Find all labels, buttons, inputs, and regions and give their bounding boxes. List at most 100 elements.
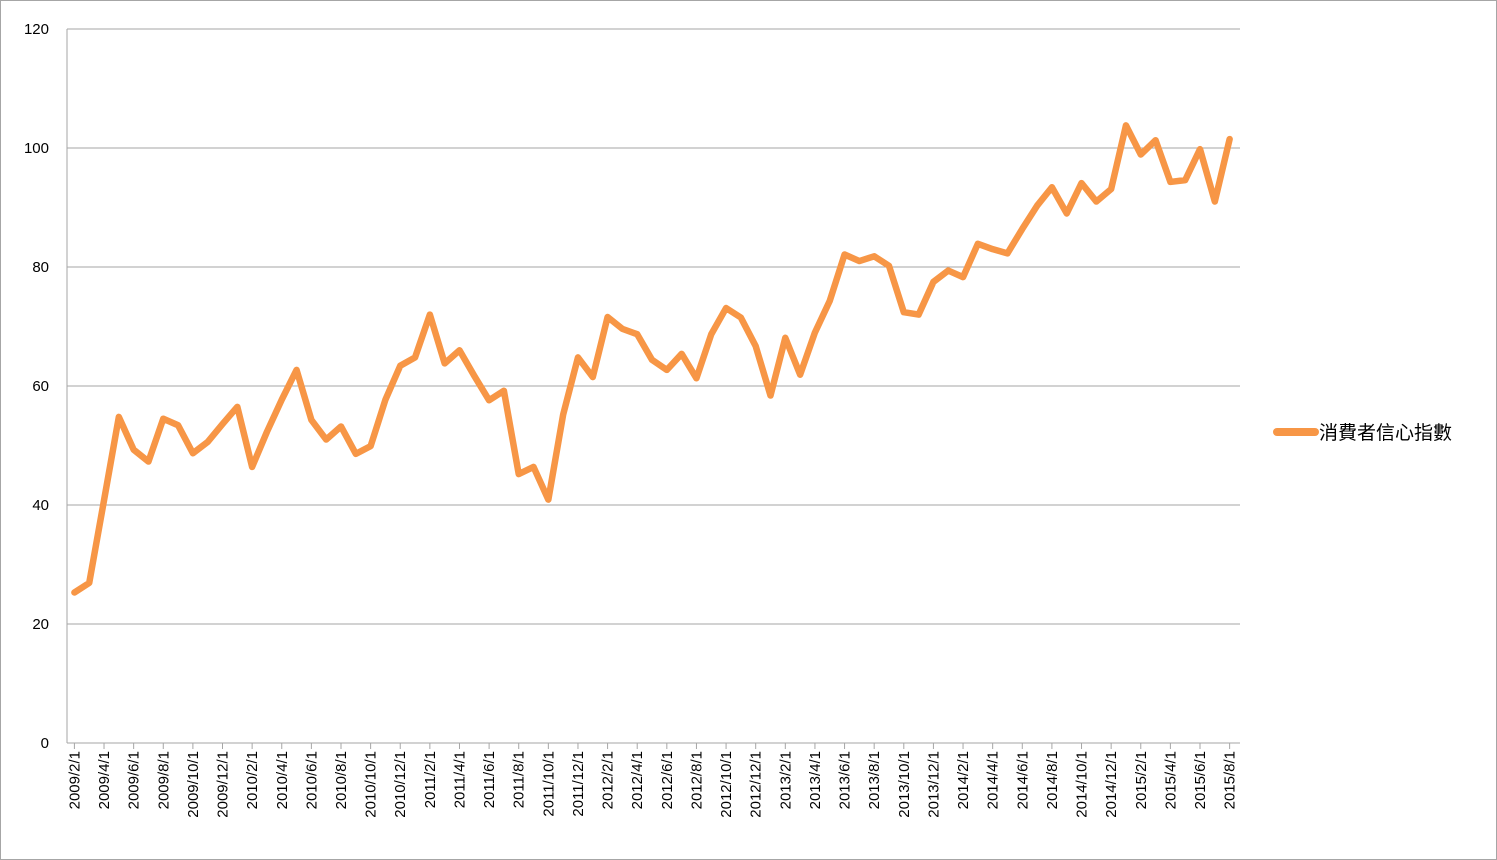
data-point <box>1154 139 1157 142</box>
data-point <box>177 424 180 427</box>
data-point <box>843 253 846 256</box>
data-point <box>488 399 491 402</box>
data-point <box>384 398 387 401</box>
data-point <box>191 452 194 455</box>
data-point <box>873 255 876 258</box>
x-tick-label: 2009/2/1 <box>66 751 83 809</box>
data-point <box>1139 153 1142 156</box>
data-point <box>754 345 757 348</box>
data-point <box>88 581 91 584</box>
data-point <box>547 498 550 501</box>
y-tick-label: 60 <box>32 378 49 395</box>
data-point <box>887 264 890 267</box>
x-tick-label: 2015/8/1 <box>1222 751 1239 809</box>
x-tick-label: 2014/8/1 <box>1044 751 1061 809</box>
x-tick-label: 2009/8/1 <box>155 751 172 809</box>
data-point <box>162 417 165 420</box>
data-point <box>695 377 698 380</box>
data-point <box>280 398 283 401</box>
x-tick-label: 2013/6/1 <box>837 751 854 809</box>
legend: 消費者信心指數 <box>1273 422 1452 444</box>
y-tick-label: 80 <box>32 259 49 276</box>
data-point <box>1213 200 1216 203</box>
y-tick-label: 0 <box>41 735 49 752</box>
data-point <box>932 280 935 283</box>
x-tick-label: 2009/6/1 <box>126 751 143 809</box>
data-point <box>621 327 624 330</box>
data-point <box>147 460 150 463</box>
x-tick-label: 2011/10/1 <box>540 751 557 817</box>
data-point <box>606 315 609 318</box>
x-tick-label: 2014/6/1 <box>1014 751 1031 809</box>
data-point <box>354 452 357 455</box>
data-point <box>710 333 713 336</box>
data-point <box>917 313 920 316</box>
data-point <box>265 430 268 433</box>
data-point <box>443 362 446 365</box>
data-point <box>828 299 831 302</box>
x-tick-label: 2013/12/1 <box>925 751 942 818</box>
data-point <box>117 415 120 418</box>
legend-label: 消費者信心指數 <box>1319 422 1452 444</box>
x-tick-label: 2009/12/1 <box>215 751 232 818</box>
data-point <box>962 276 965 279</box>
x-tick-label: 2013/8/1 <box>866 751 883 809</box>
data-point <box>369 445 372 448</box>
data-point <box>947 269 950 272</box>
x-tick-label: 2011/6/1 <box>481 751 498 808</box>
x-tick-label: 2012/2/1 <box>600 751 617 809</box>
x-tick-label: 2012/4/1 <box>629 751 646 809</box>
y-tick-label: 100 <box>24 140 49 157</box>
data-point <box>725 307 728 310</box>
data-point <box>1095 200 1098 203</box>
data-point <box>680 352 683 355</box>
data-point <box>73 591 76 594</box>
x-tick-label: 2011/12/1 <box>570 751 587 817</box>
x-tick-label: 2015/2/1 <box>1133 751 1150 809</box>
x-tick-label: 2015/4/1 <box>1162 751 1179 809</box>
x-tick-label: 2012/6/1 <box>659 751 676 809</box>
data-point <box>399 364 402 367</box>
data-point <box>576 356 579 359</box>
x-tick-label: 2012/12/1 <box>748 751 765 818</box>
x-tick-label: 2012/8/1 <box>688 751 705 809</box>
data-point <box>665 368 668 371</box>
data-point <box>591 376 594 379</box>
x-tick-label: 2014/10/1 <box>1074 751 1091 818</box>
gridlines <box>67 28 1240 625</box>
data-point <box>1065 212 1068 215</box>
y-axis-tick-labels: 0 20 40 60 80 100 120 <box>24 21 49 752</box>
x-tick-label: 2011/4/1 <box>451 751 468 808</box>
x-tick-label: 2011/2/1 <box>422 751 439 808</box>
data-point <box>1110 188 1113 191</box>
data-point <box>1199 148 1202 151</box>
data-point <box>532 465 535 468</box>
x-tick-label: 2010/4/1 <box>274 751 291 809</box>
data-point <box>1124 124 1127 127</box>
data-point <box>1036 204 1039 207</box>
data-point <box>236 405 239 408</box>
x-axis-tick-labels: 2009/2/1 2009/4/1 2009/6/1 2009/8/1 2009/10/… <box>66 743 1239 818</box>
data-point <box>1021 227 1024 230</box>
data-point <box>739 316 742 319</box>
data-point <box>103 499 106 502</box>
axes <box>66 29 1240 744</box>
data-point <box>458 349 461 352</box>
x-tick-label: 2009/10/1 <box>185 751 202 818</box>
data-point <box>251 465 254 468</box>
data-point <box>813 331 816 334</box>
data-point <box>784 336 787 339</box>
x-tick-label: 2014/4/1 <box>985 751 1002 809</box>
x-tick-label: 2010/6/1 <box>303 751 320 809</box>
y-tick-label: 40 <box>32 497 49 514</box>
data-point <box>651 358 654 361</box>
x-tick-label: 2014/2/1 <box>955 751 972 809</box>
data-point <box>428 313 431 316</box>
data-point <box>310 418 313 421</box>
y-tick-label: 120 <box>24 21 49 38</box>
data-point <box>1080 182 1083 185</box>
data-point <box>325 438 328 441</box>
data-point <box>858 260 861 263</box>
